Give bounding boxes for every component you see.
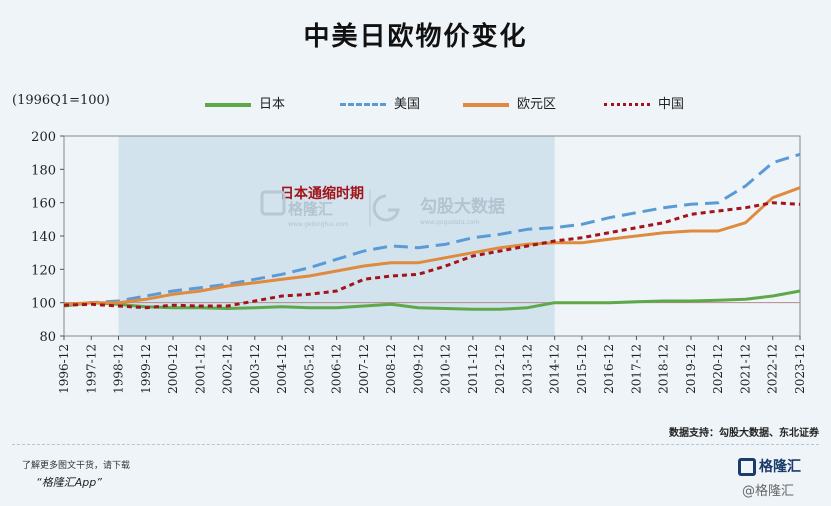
- x-tick-label: 2021-12: [738, 344, 752, 394]
- y-tick-label: 120: [31, 263, 56, 278]
- watermark-text-3: www.gogudata.com: [420, 219, 480, 226]
- chart-title: 中美日欧物价变化: [303, 22, 528, 52]
- watermark-text-0: 格隆汇: [288, 200, 333, 218]
- x-tick-label: 2015-12: [575, 344, 589, 394]
- x-tick-label: 2019-12: [684, 344, 698, 394]
- x-tick-label: 2004-12: [275, 344, 289, 394]
- watermark-text-2: 勾股大数据: [420, 196, 505, 217]
- series-line-japan: [63, 289, 801, 311]
- legend-label-japan: 日本: [259, 97, 286, 112]
- x-tick-label: 2013-12: [520, 344, 534, 394]
- series-line-china: [63, 201, 801, 310]
- y-tick-label: 140: [31, 230, 56, 245]
- legend-label-china: 中国: [658, 97, 685, 112]
- y-axis-unit: (1996Q1=100): [12, 93, 110, 108]
- brand-logo-icon: [738, 458, 756, 476]
- series-line-euro: [63, 186, 801, 306]
- x-tick-label: 2022-12: [766, 344, 780, 394]
- x-tick-label: 1997-12: [84, 344, 98, 394]
- x-tick-label: 2008-12: [384, 344, 398, 394]
- x-tick-label: 2016-12: [602, 344, 616, 394]
- x-tick-label: 2014-12: [548, 344, 562, 394]
- legend-swatch-euro: [463, 102, 509, 107]
- x-tick-label: 2010-12: [439, 344, 453, 394]
- data-source: 数据支持：勾股大数据、东北证券: [669, 428, 819, 439]
- x-tick-label: 1999-12: [139, 344, 153, 394]
- watermark-gogudata-icon: [372, 194, 400, 222]
- x-tick-label: 2023-12: [793, 344, 807, 394]
- legend-swatch-japan: [205, 102, 251, 107]
- y-tick-label: 180: [31, 163, 56, 178]
- deflation-period-label: 日本通缩时期: [280, 185, 364, 202]
- x-tick-label: 2020-12: [711, 344, 725, 394]
- brand-logo: 格隆汇 @格隆汇: [738, 456, 824, 500]
- legend-swatch-usa: [340, 103, 386, 106]
- legend-item-china: 中国: [604, 93, 684, 112]
- x-tick-label: 2017-12: [629, 344, 643, 394]
- x-tick-label: 2002-12: [221, 344, 235, 394]
- brand-watermark: @格隆汇: [742, 484, 795, 499]
- brand-name: 格隆汇: [759, 459, 801, 475]
- x-tick-label: 2001-12: [193, 344, 207, 394]
- y-tick-label: 160: [31, 197, 56, 212]
- y-tick-label: 100: [31, 297, 56, 312]
- x-tick-label: 2018-12: [657, 344, 671, 394]
- y-tick-label: 80: [39, 330, 56, 345]
- promo-text: 了解更多图文干货，请下载: [22, 461, 131, 471]
- x-tick-label: 2000-12: [166, 344, 180, 394]
- watermark-gelonghui-icon: [260, 190, 286, 216]
- x-tick-label: 1998-12: [112, 344, 126, 394]
- x-tick-label: 2007-12: [357, 344, 371, 394]
- legend-item-usa: 美国: [340, 93, 420, 112]
- x-tick-label: 2012-12: [493, 344, 507, 394]
- legend-label-usa: 美国: [394, 97, 421, 112]
- x-tick-label: 1996-12: [57, 344, 71, 394]
- y-tick-label: 200: [31, 130, 56, 145]
- legend-label-euro: 欧元区: [517, 97, 557, 112]
- legend-item-japan: 日本: [205, 93, 285, 112]
- legend-item-euro: 欧元区: [463, 93, 556, 112]
- x-tick-label: 2009-12: [411, 344, 425, 394]
- x-tick-label: 2005-12: [302, 344, 316, 394]
- x-tick-label: 2006-12: [330, 344, 344, 394]
- legend-swatch-china: [604, 103, 650, 106]
- promo-app-name: “格隆汇App”: [36, 476, 102, 489]
- footer-divider: [12, 444, 819, 445]
- x-tick-label: 2011-12: [466, 344, 480, 394]
- x-tick-label: 2003-12: [248, 344, 262, 394]
- watermark-text-1: www.gelonghui.com: [288, 221, 349, 228]
